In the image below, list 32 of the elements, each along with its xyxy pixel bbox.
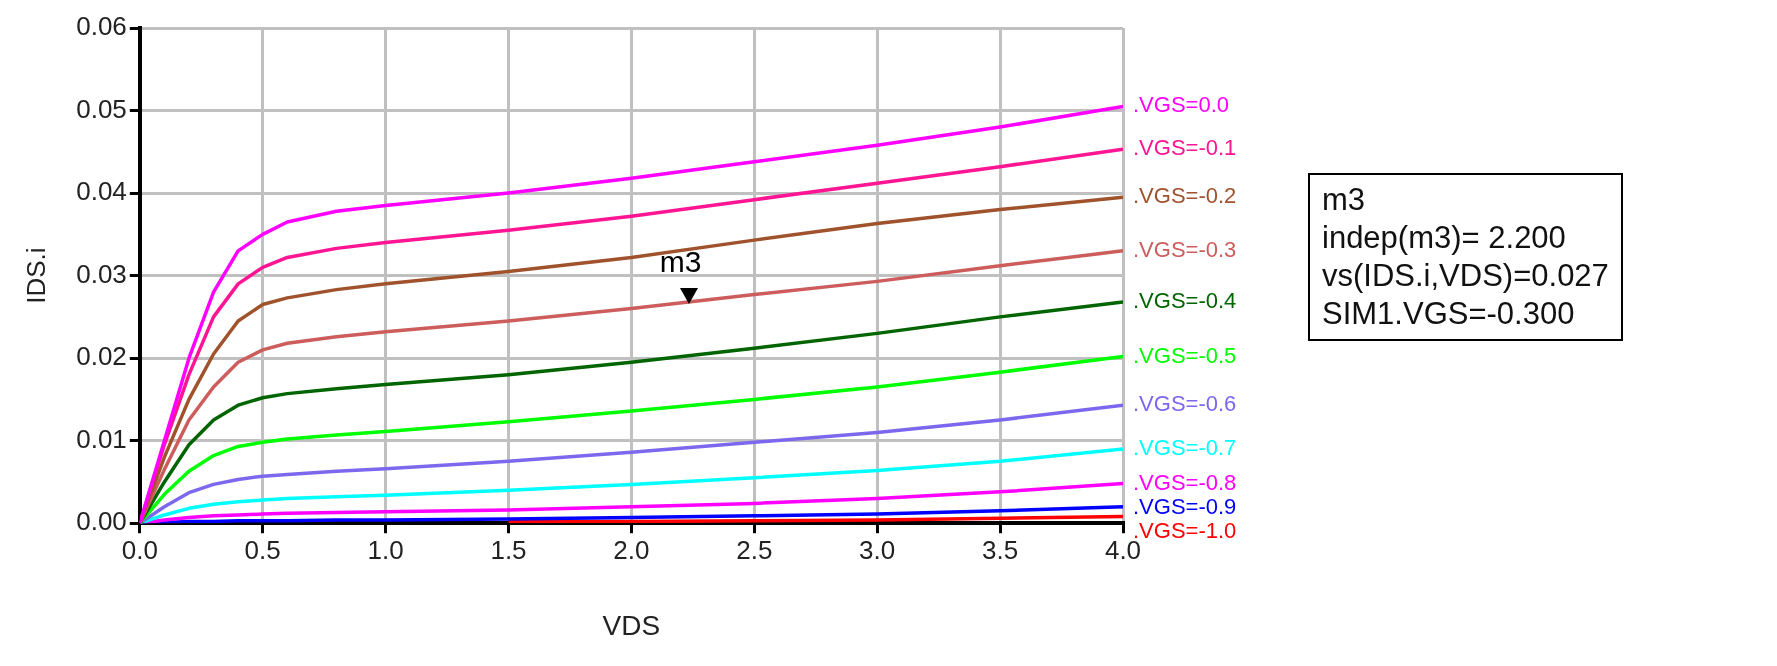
series-label: .VGS=-0.9 <box>1133 493 1237 519</box>
series-label: .VGS=-0.8 <box>1133 469 1237 495</box>
annotation: m3 <box>659 244 702 278</box>
x-tick-label: 1.5 <box>490 534 527 565</box>
x-tick-label: 3.5 <box>982 534 1019 565</box>
x-tick-label: 0.5 <box>244 534 281 565</box>
text: m3 <box>1322 181 1367 219</box>
y-tick-label: 0.02 <box>76 341 127 372</box>
series-label: .VGS=-0.6 <box>1133 391 1237 417</box>
y-tick-label: 0.04 <box>76 176 127 207</box>
y-tick-label: 0.01 <box>76 423 127 454</box>
x-tick-label: 0.0 <box>121 534 158 565</box>
series-label: .VGS=0.0 <box>1133 92 1230 118</box>
series-label: .VGS=-0.7 <box>1133 434 1237 460</box>
text: SIM1.VGS=-0.300 <box>1322 295 1576 333</box>
x-axis-title: VDS <box>602 609 661 641</box>
text: vs(IDS.i,VDS)=0.027 <box>1322 257 1609 295</box>
series-label: .VGS=-0.1 <box>1133 135 1237 161</box>
y-tick-label: 0.06 <box>76 11 127 42</box>
text: indep(m3)= 2.200 <box>1322 219 1567 257</box>
y-tick-label: 0.05 <box>76 93 127 124</box>
x-tick-label: 2.5 <box>736 534 773 565</box>
x-tick-label: 1.0 <box>367 534 404 565</box>
y-axis-title: IDS.i <box>20 247 51 304</box>
y-tick-label: 0.03 <box>76 258 127 289</box>
y-tick-label: 0.00 <box>76 506 127 537</box>
x-tick-label: 2.0 <box>613 534 650 565</box>
x-tick-label: 3.0 <box>859 534 896 565</box>
series-label: .VGS=-0.5 <box>1133 342 1237 368</box>
series-label: .VGS=-0.4 <box>1133 288 1237 314</box>
series-label: .VGS=-0.3 <box>1133 236 1237 262</box>
series-label: .VGS=-0.2 <box>1133 183 1237 209</box>
